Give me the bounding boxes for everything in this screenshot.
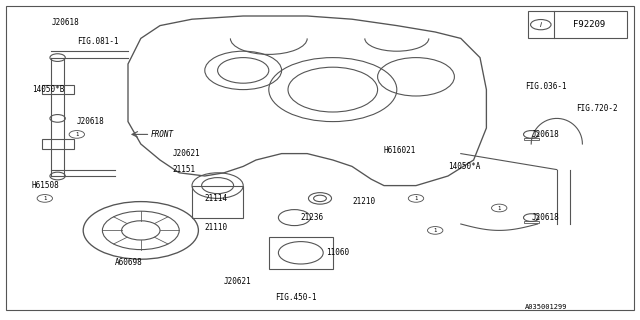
Text: FIG.720-2: FIG.720-2 (576, 104, 618, 113)
Text: 11060: 11060 (326, 248, 349, 257)
Text: J20621: J20621 (173, 149, 200, 158)
Text: 14050*B: 14050*B (32, 85, 65, 94)
Text: H616021: H616021 (384, 146, 417, 155)
Text: FRONT: FRONT (150, 130, 173, 139)
Text: 1: 1 (43, 196, 47, 201)
Bar (524, 138, 539, 140)
Text: 21110: 21110 (205, 223, 228, 232)
Bar (192, 186, 243, 218)
Text: 14050*A: 14050*A (448, 162, 481, 171)
Text: FIG.036-1: FIG.036-1 (525, 82, 566, 91)
Bar (524, 221, 539, 223)
Bar (42, 85, 74, 94)
Text: F92209: F92209 (573, 20, 605, 29)
Text: A035001299: A035001299 (525, 304, 567, 310)
Text: J20618: J20618 (531, 213, 559, 222)
Bar (269, 237, 333, 269)
Text: 21210: 21210 (352, 197, 375, 206)
Text: 21236: 21236 (301, 213, 324, 222)
Text: FIG.081-1: FIG.081-1 (77, 37, 118, 46)
Text: J20618: J20618 (77, 117, 104, 126)
Text: FIG.450-1: FIG.450-1 (275, 293, 317, 302)
Text: J20618: J20618 (531, 130, 559, 139)
Text: 21114: 21114 (205, 194, 228, 203)
Text: H61508: H61508 (32, 181, 60, 190)
Bar (42, 139, 74, 149)
Text: A60698: A60698 (115, 258, 143, 267)
Text: 21151: 21151 (173, 165, 196, 174)
Text: 1: 1 (414, 196, 418, 201)
Text: J20621: J20621 (224, 277, 252, 286)
Text: 1: 1 (497, 205, 501, 211)
Text: 1: 1 (75, 132, 79, 137)
Text: 1: 1 (433, 228, 437, 233)
Text: J20618: J20618 (51, 18, 79, 27)
Text: i: i (540, 22, 542, 28)
